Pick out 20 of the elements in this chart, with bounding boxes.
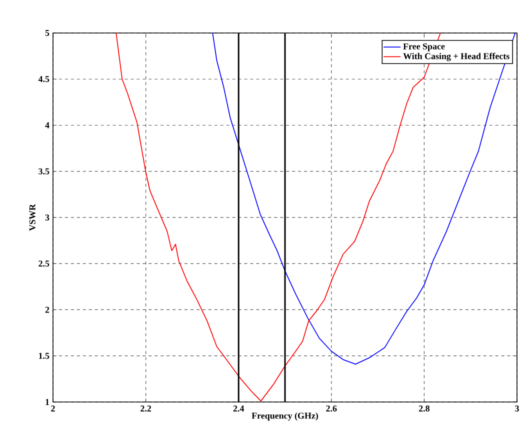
legend-label: Free Space	[403, 43, 445, 52]
x-tick-label: 2	[51, 406, 55, 412]
x-tick-label: 2.8	[418, 406, 430, 412]
line-series	[212, 32, 516, 365]
y-tick-label: 3.5	[38, 168, 50, 174]
y-tick-label: 1.5	[39, 352, 50, 359]
y-axis-title: VSWR	[29, 204, 36, 231]
y-tick-label: 5	[45, 30, 50, 36]
x-tick-label: 2.4	[233, 406, 244, 412]
x-axis-title: Frequency (GHz)	[252, 412, 318, 421]
x-tick-label: 2.2	[140, 406, 152, 412]
y-tick-label: 2	[45, 306, 50, 313]
y-tick-label: 3	[45, 214, 50, 221]
x-tick-label: 2.6	[326, 406, 337, 412]
y-tick-label: 4	[45, 122, 50, 128]
x-tick-label: 3	[515, 406, 519, 412]
y-tick-label: 1	[46, 399, 50, 405]
y-tick-label: 4.5	[38, 76, 50, 82]
legend-label: With Casing + Head Effects	[403, 52, 510, 62]
y-tick-label: 2.5	[38, 260, 50, 267]
